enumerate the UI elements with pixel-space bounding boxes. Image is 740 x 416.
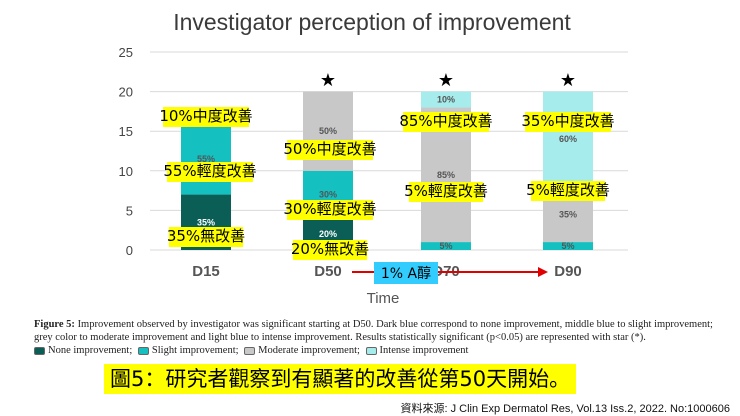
overlay-label-bg-2-2 [403, 112, 489, 132]
data-label-d15-0: 35% [197, 217, 215, 227]
arrow-head [538, 267, 548, 277]
overlay-label-bg-3-2 [525, 112, 611, 132]
data-label-d70-2: 85% [437, 170, 455, 180]
overlay-label-bg-2-1 [408, 182, 484, 202]
overlay-label-bg-1-1 [287, 200, 373, 220]
legend-swatch-none [34, 346, 45, 355]
bar-segment-d70-1 [421, 242, 471, 250]
legend-swatch-slight [137, 346, 149, 355]
overlay-label-2-1: 5%輕度改善 [404, 182, 488, 200]
legend-item-slight: Slight improvement; [137, 345, 239, 356]
data-label-d50-1: 30% [319, 190, 337, 200]
overlay-label-1-2: 50%中度改善 [283, 140, 376, 158]
y-tick-label-3: 15 [119, 124, 133, 139]
data-label-d50-2: 50% [319, 126, 337, 136]
legend-label-none: None improvement; [48, 345, 133, 356]
significance-star-1: ★ [320, 70, 336, 91]
data-label-d90-3: 60% [559, 134, 577, 144]
overlay-label-1-0: 20%無改善 [291, 240, 369, 258]
overlay-label-2-2: 85%中度改善 [399, 112, 492, 130]
y-tick-label-1: 5 [126, 203, 133, 218]
legend-item-moderate: Moderate improvement; [244, 345, 360, 356]
y-tick-label-5: 25 [119, 45, 133, 60]
significance-star-2: ★ [438, 70, 454, 91]
caption-legend: None improvement; Slight improvement; Mo… [34, 345, 471, 358]
stacked-bar-chart: Investigator perception of improvement 0… [119, 9, 628, 307]
overlay-label-bg-0-0 [168, 227, 244, 247]
bar-segment-d90-3 [543, 91, 593, 187]
data-label-d70-1: 5% [439, 241, 452, 251]
legend-label-intense: Intense improvement [379, 345, 469, 356]
legend-item-none: None improvement; [34, 345, 132, 356]
bar-segment-d70-3 [421, 91, 471, 108]
bar-segment-d15-1 [181, 123, 231, 195]
caption-figure-label: Figure 5: [34, 319, 75, 330]
data-label-d90-1: 5% [561, 241, 574, 251]
overlay-label-3-1: 5%輕度改善 [526, 181, 610, 199]
overlay-label-0-0: 35%無改善 [167, 227, 245, 245]
overlay-label-1-1: 30%輕度改善 [283, 200, 376, 218]
data-label-d90-2: 35% [559, 209, 577, 219]
figure-caption: Figure 5: Improvement observed by invest… [34, 318, 714, 344]
legend-label-slight: Slight improvement; [151, 345, 239, 356]
y-tick-label-2: 10 [119, 164, 133, 179]
overlay-label-bg-1-2 [287, 140, 373, 160]
x-tick-label-3: D90 [554, 263, 582, 280]
overlay-label-bg-3-1 [530, 181, 606, 201]
annotation-label: 1% A醇 [381, 265, 431, 282]
legend-swatch-moderate [244, 346, 256, 355]
x-tick-label-0: D15 [192, 263, 220, 280]
chart-title: Investigator perception of improvement [173, 9, 571, 35]
overlay-label-0-2: 10%中度改善 [159, 107, 252, 125]
legend-swatch-intense [365, 346, 377, 355]
x-axis-title: Time [367, 290, 400, 307]
caption-text: Improvement observed by investigator was… [34, 319, 713, 343]
annotation-bg [374, 262, 438, 284]
significance-star-3: ★ [560, 70, 576, 91]
source-citation: 資料來源: J Clin Exp Dermatol Res, Vol.13 Is… [400, 403, 730, 415]
overlay-label-bg-0-2 [163, 107, 249, 127]
legend-item-intense: Intense improvement [365, 345, 469, 356]
y-tick-label-0: 0 [126, 243, 133, 258]
x-tick-label-1: D50 [314, 263, 342, 280]
data-label-d15-1: 55% [197, 154, 215, 164]
data-label-d70-3: 10% [437, 95, 455, 105]
legend-label-moderate: Moderate improvement; [258, 345, 360, 356]
data-label-d50-0: 20% [319, 229, 337, 239]
overlay-label-0-1: 55%輕度改善 [163, 162, 256, 180]
y-tick-label-4: 20 [119, 85, 133, 100]
overlay-label-bg-0-1 [167, 162, 253, 182]
summary-banner: 圖5：研究者觀察到有顯著的改善從第50天開始。 [104, 364, 577, 394]
bar-segment-d90-1 [543, 242, 593, 250]
overlay-label-3-2: 35%中度改善 [521, 112, 614, 130]
overlay-label-bg-1-0 [292, 240, 368, 260]
